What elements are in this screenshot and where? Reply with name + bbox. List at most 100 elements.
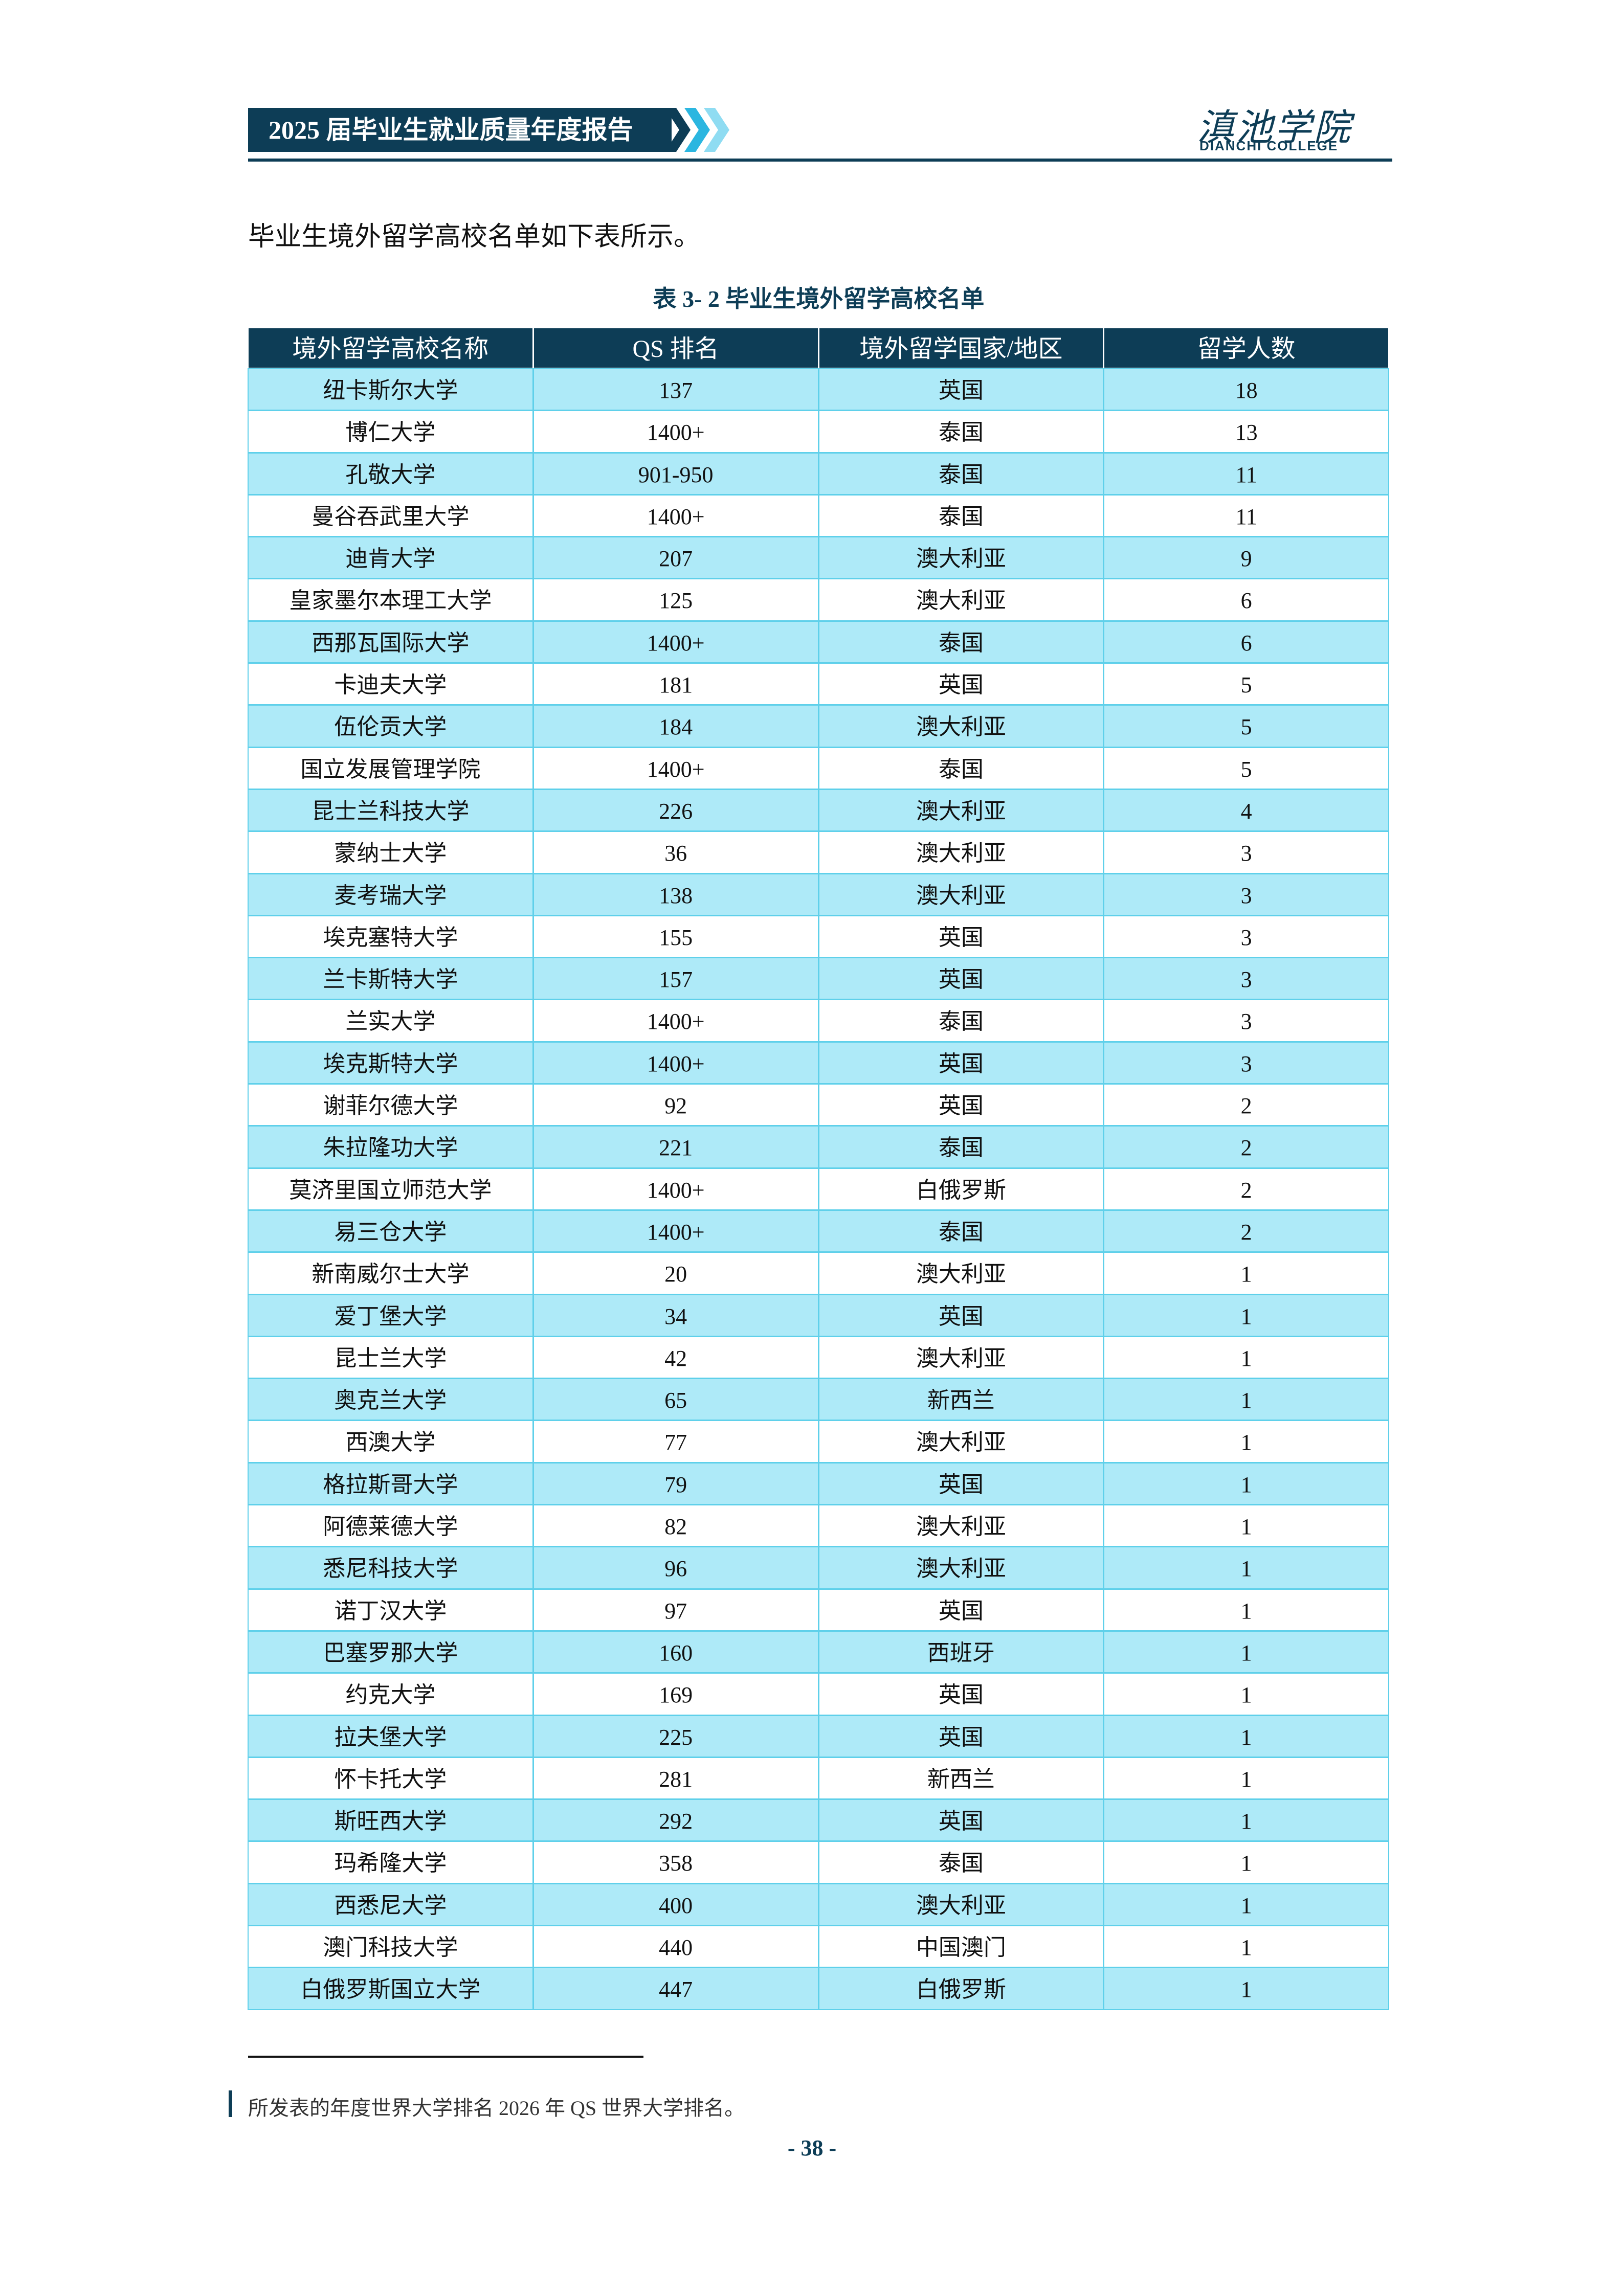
table-cell: 英国 [818, 957, 1104, 1000]
table-cell: 阿德莱德大学 [248, 1504, 533, 1547]
table-cell: 1 [1103, 1252, 1389, 1295]
table-cell: 新西兰 [818, 1378, 1104, 1421]
table-cell: 1400+ [532, 1041, 819, 1085]
table-cell: 格拉斯哥大学 [248, 1462, 533, 1505]
table-cell: 朱拉隆功大学 [248, 1126, 533, 1168]
table-cell: 澳大利亚 [818, 705, 1104, 748]
table-cell: 兰卡斯特大学 [248, 957, 533, 1000]
table-row: 白俄罗斯国立大学 447 白俄罗斯 1 [248, 1967, 1389, 2010]
table-cell: 226 [532, 789, 819, 832]
table-cell: 新南威尔士大学 [248, 1252, 533, 1295]
table-row: 孔敬大学 901-950 泰国 11 [248, 452, 1389, 495]
table-cell: 400 [532, 1883, 819, 1926]
table-cell: 怀卡托大学 [248, 1757, 533, 1800]
table-cell: 169 [532, 1673, 819, 1716]
table-cell: 诺丁汉大学 [248, 1588, 533, 1631]
table-cell: 拉夫堡大学 [248, 1715, 533, 1758]
table-cell: 97 [532, 1588, 819, 1631]
table-cell: 225 [532, 1715, 819, 1758]
table-cell: 157 [532, 957, 819, 1000]
table-row: 爱丁堡大学 34 英国 1 [248, 1294, 1389, 1337]
table-cell: 1 [1103, 1462, 1389, 1505]
table-cell: 2 [1103, 1167, 1389, 1210]
table-row: 埃克塞特大学 155 英国 3 [248, 915, 1389, 958]
table-cell: 泰国 [818, 747, 1104, 790]
table-cell: 11 [1103, 452, 1389, 495]
table-cell: 英国 [818, 1715, 1104, 1758]
table-cell: 1400+ [532, 1209, 819, 1253]
table-cell: 兰实大学 [248, 999, 533, 1042]
table-cell: 英国 [818, 1673, 1104, 1716]
table-cell: 447 [532, 1967, 819, 2010]
table-cell: 英国 [818, 1588, 1104, 1631]
table-cell: 谢菲尔德大学 [248, 1084, 533, 1127]
table-cell: 纽卡斯尔大学 [248, 368, 533, 411]
table-cell: 281 [532, 1757, 819, 1800]
table-cell: 泰国 [818, 620, 1104, 664]
header-arrows [665, 108, 729, 152]
table-row: 博仁大学 1400+ 泰国 13 [248, 410, 1389, 453]
table-cell: 2 [1103, 1084, 1389, 1127]
table-cell: 博仁大学 [248, 410, 533, 453]
table-cell: 1 [1103, 1630, 1389, 1674]
table-cell: 英国 [818, 368, 1104, 411]
table-cell: 3 [1103, 1041, 1389, 1085]
table-row: 曼谷吞武里大学 1400+ 泰国 11 [248, 494, 1389, 537]
table-cell: 1 [1103, 1546, 1389, 1589]
intro-text: 毕业生境外留学高校名单如下表所示。 [248, 222, 701, 252]
table-cell: 曼谷吞武里大学 [248, 494, 533, 537]
table-cell: 澳大利亚 [818, 1546, 1104, 1589]
table-cell: 卡迪夫大学 [248, 663, 533, 706]
table-row: 西澳大学 77 澳大利亚 1 [248, 1420, 1389, 1463]
table-cell: 泰国 [818, 999, 1104, 1042]
table-cell: 440 [532, 1925, 819, 1968]
table-cell: 玛希隆大学 [248, 1841, 533, 1884]
table-cell: 6 [1103, 578, 1389, 621]
table-cell: 155 [532, 915, 819, 958]
table-cell: 1 [1103, 1967, 1389, 2010]
table-cell: 221 [532, 1126, 819, 1168]
table-row: 斯旺西大学 292 英国 1 [248, 1799, 1389, 1842]
table-cell: 西那瓦国际大学 [248, 620, 533, 664]
table-cell: 澳大利亚 [818, 873, 1104, 916]
table-cell: 澳大利亚 [818, 578, 1104, 621]
table-row: 诺丁汉大学 97 英国 1 [248, 1588, 1389, 1631]
table: 境外留学高校名称 QS 排名 境外留学国家/地区 留学人数 纽卡斯尔大学 137 英国 18 博… [248, 327, 1389, 2010]
page-number: - 38 - [787, 2135, 837, 2160]
table-cell: 皇家墨尔本理工大学 [248, 578, 533, 621]
table-row: 格拉斯哥大学 79 英国 1 [248, 1462, 1389, 1505]
table-cell: 1400+ [532, 999, 819, 1042]
table-cell: 1 [1103, 1925, 1389, 1968]
table-cell: 蒙纳士大学 [248, 831, 533, 874]
table-row: 兰实大学 1400+ 泰国 3 [248, 999, 1389, 1042]
header-cell: 留学人数 [1103, 327, 1389, 369]
table-row: 国立发展管理学院 1400+ 泰国 5 [248, 747, 1389, 790]
table-cell: 358 [532, 1841, 819, 1884]
table-caption: 表 3- 2 毕业生境外留学高校名单 [653, 286, 985, 312]
table-cell: 11 [1103, 494, 1389, 537]
table-cell: 1400+ [532, 494, 819, 537]
table-row: 西那瓦国际大学 1400+ 泰国 6 [248, 620, 1389, 664]
header-cell: QS 排名 [532, 327, 819, 369]
table-cell: 65 [532, 1378, 819, 1421]
table-cell: 西澳大学 [248, 1420, 533, 1463]
table-cell: 澳大利亚 [818, 536, 1104, 579]
table-cell: 3 [1103, 957, 1389, 1000]
table-cell: 西悉尼大学 [248, 1883, 533, 1926]
table-cell: 澳大利亚 [818, 1883, 1104, 1926]
table-cell: 迪肯大学 [248, 536, 533, 579]
table-cell: 英国 [818, 1799, 1104, 1842]
table-row: 迪肯大学 207 澳大利亚 9 [248, 536, 1389, 579]
table-cell: 白俄罗斯国立大学 [248, 1967, 533, 2010]
table-cell: 澳大利亚 [818, 831, 1104, 874]
table-row: 悉尼科技大学 96 澳大利亚 1 [248, 1546, 1389, 1589]
table-cell: 澳大利亚 [818, 1504, 1104, 1547]
table-cell: 36 [532, 831, 819, 874]
table-cell: 3 [1103, 999, 1389, 1042]
table-cell: 英国 [818, 1084, 1104, 1127]
table-cell: 79 [532, 1462, 819, 1505]
footnote-bar [229, 2090, 232, 2117]
table-cell: 4 [1103, 789, 1389, 832]
table-row: 埃克斯特大学 1400+ 英国 3 [248, 1041, 1389, 1085]
